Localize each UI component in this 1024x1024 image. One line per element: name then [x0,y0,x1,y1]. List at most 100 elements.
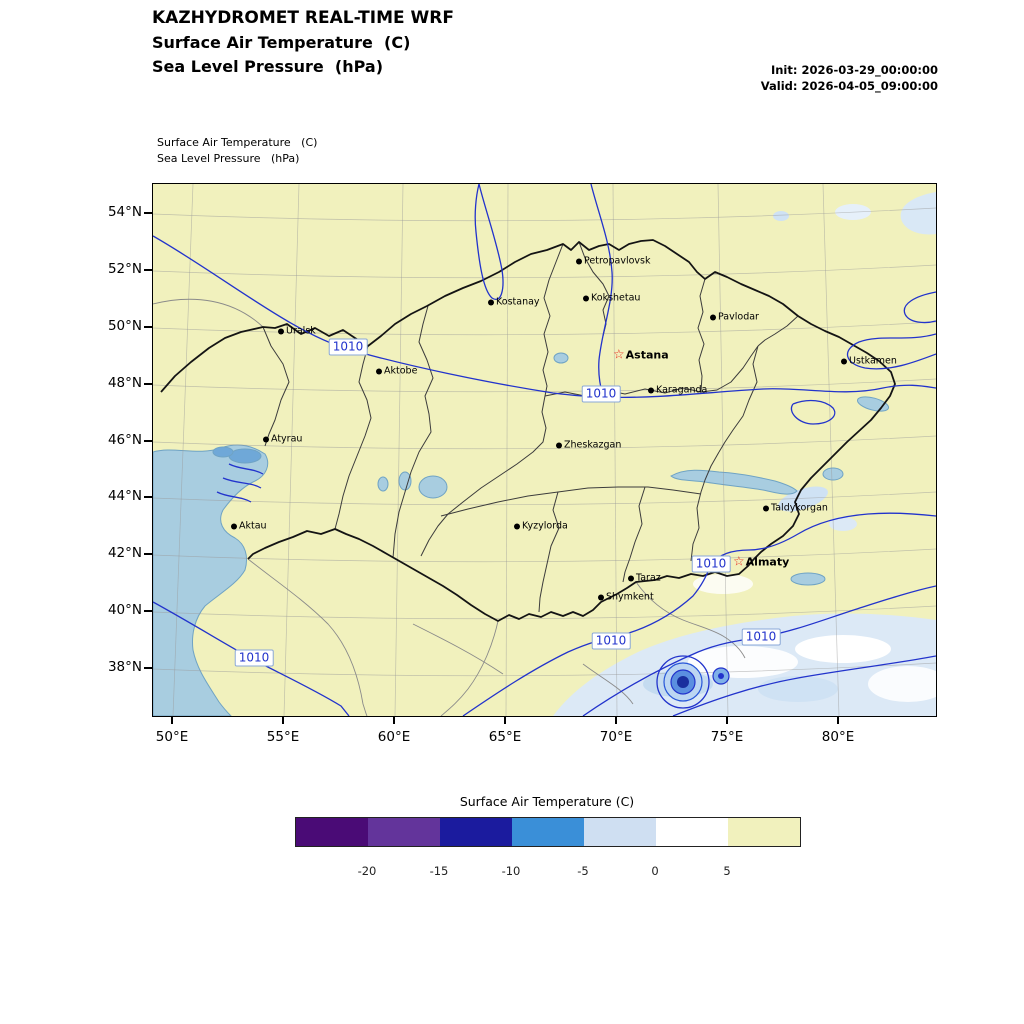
lon-tick-mark [726,716,728,724]
city-label: Uralsk [286,325,316,337]
isobar-label: 1010 [691,555,731,573]
small-lake [377,476,389,492]
city-label: Ustkamen [849,355,897,367]
page-title: KAZHYDROMET REAL-TIME WRF [152,8,454,28]
legend-tick-label: -5 [577,864,589,878]
lake-alakol [822,467,844,481]
city-taldykorgan: Taldykorgan [763,503,828,514]
legend-swatch [296,818,368,846]
lat-tick-mark [144,440,152,442]
graticule [153,184,936,716]
lat-tick-label: 40°N [107,602,142,618]
legend-swatch [656,818,728,846]
legend-swatch [440,818,512,846]
lat-tick-mark [144,326,152,328]
country-border [160,239,896,622]
city-dot [710,314,716,320]
legend-tick-label: -10 [501,864,521,878]
lon-tick-mark [171,716,173,724]
lon-tick-label: 50°E [155,729,189,745]
lat-tick-label: 44°N [107,488,142,504]
lat-tick-mark [144,496,152,498]
plot-label-temperature: Surface Air Temperature (C) [157,136,318,149]
lat-tick-label: 38°N [107,659,142,675]
city-atyrau: Atyrau [263,434,302,445]
lat-tick-mark [144,553,152,555]
city-uralsk: Uralsk [278,326,316,337]
lon-tick-label: 80°E [821,729,855,745]
city-pavlodar: Pavlodar [710,312,759,323]
city-dot [263,436,269,442]
caspian-sea [153,444,269,716]
legend-colorbar [295,817,801,847]
lon-tick-label: 55°E [266,729,300,745]
city-label: Petropavlovsk [584,255,651,267]
legend-tick-label: -15 [429,864,449,878]
city-dot [556,442,562,448]
city-karaganda: Karaganda [648,385,707,396]
city-dot [628,575,634,581]
city-label: Karaganda [656,384,708,396]
city-petropavlovsk: Petropavlovsk [576,256,650,267]
city-label: Aktobe [384,365,418,377]
capital-astana: ☆ Astana [613,349,669,362]
city-ustkamen: Ustkamen [841,356,897,367]
lat-tick-mark [144,383,152,385]
aral-sea [418,475,448,499]
city-dot [648,387,654,393]
water-bodies [153,352,890,716]
city-dot [598,594,604,600]
city-kostanay: Kostanay [488,297,540,308]
subtitle-temperature: Surface Air Temperature (C) [152,33,411,52]
legend-swatch [512,818,584,846]
lake-tengiz [553,352,569,364]
lon-tick-mark [504,716,506,724]
lat-tick-mark [144,610,152,612]
capital-almaty: ☆ Almaty [733,556,789,569]
aral-sea-west [398,471,412,491]
run-times: Init: 2026-03-29_00:00:00 Valid: 2026-04-… [638,62,938,94]
lon-tick-mark [615,716,617,724]
lon-tick-mark [837,716,839,724]
capital-label: Astana [625,348,669,362]
city-label: Shymkent [606,591,654,603]
city-label: Pavlodar [718,311,759,323]
legend-swatch [584,818,656,846]
lon-tick-mark [393,716,395,724]
city-dot [376,368,382,374]
lat-tick-label: 50°N [107,318,142,334]
city-label: Atyrau [271,433,303,445]
city-dot [763,505,769,511]
city-shymkent: Shymkent [598,592,654,603]
legend-swatch [728,818,800,846]
isobar-label: 1010 [234,649,274,667]
city-label: Kostanay [496,296,540,308]
city-dot [841,358,847,364]
lon-tick-label: 60°E [377,729,411,745]
lon-tick-label: 65°E [488,729,522,745]
city-overlay: Petropavlovsk Kostanay Kokshetau Pavloda… [153,184,936,716]
isobar-label: 1010 [741,628,781,646]
lat-tick-label: 48°N [107,375,142,391]
city-taraz: Taraz [628,573,661,584]
lat-tick-label: 54°N [107,204,142,220]
lat-tick-mark [144,667,152,669]
lat-tick-mark [144,212,152,214]
capital-label: Almaty [745,555,790,569]
neighbor-borders [153,298,746,716]
legend-title: Surface Air Temperature (C) [459,794,635,809]
city-label: Taraz [636,572,661,584]
lat-tick-label: 42°N [107,545,142,561]
city-label: Kokshetau [591,292,641,304]
init-time: Init: 2026-03-29_00:00:00 [770,63,938,77]
capital-star-icon: ☆ [733,554,745,570]
city-zheskazgan: Zheskazgan [556,440,621,451]
city-aktobe: Aktobe [376,366,417,377]
isobar-label: 1010 [328,338,368,356]
lat-tick-label: 46°N [107,432,142,448]
isobar-label: 1010 [591,632,631,650]
cold-core-contours [656,655,730,709]
oblast-borders [262,241,799,613]
city-dot [231,523,237,529]
capital-star-icon: ☆ [613,347,625,363]
